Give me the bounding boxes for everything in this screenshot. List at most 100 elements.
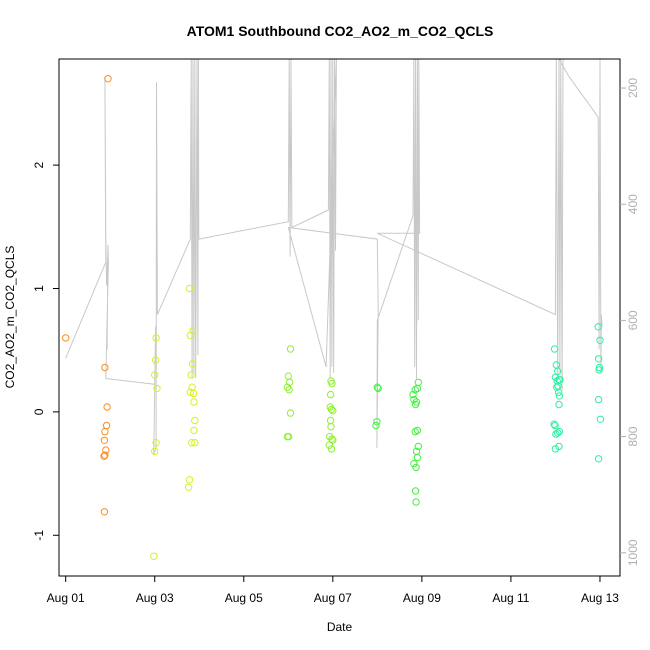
data-point <box>189 326 197 335</box>
data-point <box>190 426 198 435</box>
y-tick-label: 2 <box>32 161 46 168</box>
data-point <box>103 403 111 411</box>
data-point <box>413 453 422 462</box>
data-point <box>191 439 199 447</box>
x-tick-label: Aug 01 <box>47 591 85 605</box>
data-point <box>151 447 159 456</box>
data-point <box>185 476 194 484</box>
y-axis: -1 0 1 2 <box>32 161 59 541</box>
right-pressure-axis: 200 400 600 800 1000 <box>620 78 640 566</box>
pressure-trace-layer <box>65 58 603 455</box>
data-point <box>412 463 420 472</box>
data-point <box>411 487 420 495</box>
data-point <box>286 345 295 353</box>
data-point <box>191 416 199 425</box>
data-point <box>410 460 418 468</box>
series-3 <box>283 345 337 453</box>
data-point <box>555 400 563 409</box>
data-point <box>326 390 335 399</box>
data-point <box>101 427 109 436</box>
data-point <box>285 378 294 386</box>
data-point <box>189 389 198 398</box>
x-tick-label: Aug 11 <box>492 591 529 605</box>
data-point <box>550 420 558 428</box>
data-point <box>596 336 604 344</box>
data-point <box>412 498 420 506</box>
data-point <box>150 552 158 560</box>
data-point <box>188 360 197 368</box>
data-point <box>188 439 196 447</box>
series-1 <box>61 75 112 516</box>
data-point <box>151 356 160 364</box>
y-tick-label: 0 <box>32 408 46 415</box>
data-point <box>555 392 564 400</box>
data-point <box>551 445 560 453</box>
data-point <box>414 378 422 386</box>
data-points-layer <box>61 75 605 560</box>
data-point <box>554 429 562 437</box>
y2-tick-label: 600 <box>626 310 640 330</box>
data-point <box>190 398 198 406</box>
x-tick-label: Aug 07 <box>314 591 352 605</box>
data-point <box>412 398 421 406</box>
data-point <box>184 483 193 491</box>
data-point <box>594 323 602 331</box>
data-point <box>329 436 337 444</box>
data-point <box>594 395 603 404</box>
data-point <box>595 366 603 374</box>
data-point <box>186 388 195 396</box>
data-point <box>185 284 194 293</box>
data-point <box>414 442 422 451</box>
data-point <box>594 355 603 363</box>
data-point <box>286 409 295 417</box>
data-point <box>100 508 109 516</box>
x-tick-label: Aug 13 <box>581 591 619 605</box>
data-point <box>100 452 108 460</box>
data-point <box>61 334 70 342</box>
data-point <box>410 395 418 404</box>
data-point <box>413 384 422 393</box>
data-point <box>554 388 563 396</box>
pressure-trace-line <box>65 58 603 455</box>
chart-title: ATOM1 Southbound CO2_AO2_m_CO2_QCLS <box>187 23 494 39</box>
data-point <box>101 451 109 459</box>
data-point <box>374 384 382 393</box>
data-point <box>328 379 336 388</box>
data-point <box>153 384 161 393</box>
y2-tick-label: 200 <box>626 78 640 98</box>
data-point <box>151 371 159 379</box>
data-point <box>284 372 292 380</box>
x-axis-label: Date <box>327 620 353 634</box>
data-point <box>550 345 559 353</box>
data-point <box>187 371 195 379</box>
data-point <box>553 383 561 391</box>
data-point <box>152 334 160 342</box>
x-tick-label: Aug 03 <box>136 591 174 605</box>
data-point <box>328 435 336 443</box>
data-point <box>596 415 605 423</box>
data-point <box>100 436 109 444</box>
series-5 <box>550 323 605 463</box>
data-point <box>552 361 560 369</box>
data-point <box>327 405 336 414</box>
data-point <box>285 432 293 441</box>
x-axis: Aug 01 Aug 03 Aug 05 Aug 07 Aug 09 Aug 11 Aug … <box>47 576 619 605</box>
series-2 <box>150 284 199 560</box>
x-tick-label: Aug 09 <box>403 591 441 605</box>
x-tick-label: Aug 05 <box>225 591 263 605</box>
y-axis-label: CO2_AO2_m_CO2_QCLS <box>3 246 17 389</box>
data-point <box>329 407 337 415</box>
data-point <box>326 416 335 425</box>
data-point <box>104 75 112 83</box>
data-point <box>285 386 293 394</box>
y2-tick-label: 400 <box>626 194 640 214</box>
plot-frame <box>58 58 621 577</box>
data-point <box>373 418 381 426</box>
data-point <box>327 423 335 431</box>
data-point <box>555 427 564 436</box>
data-point <box>325 441 333 449</box>
data-point <box>409 390 417 399</box>
data-point <box>101 363 109 372</box>
data-point <box>152 439 160 447</box>
